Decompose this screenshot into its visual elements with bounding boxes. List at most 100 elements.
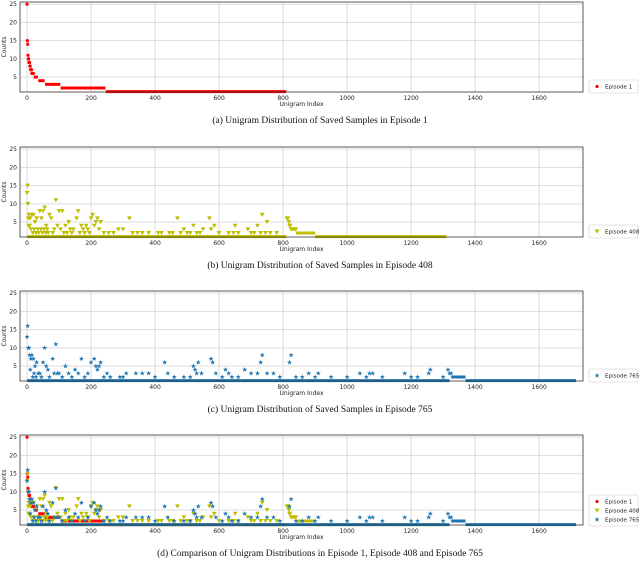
x-tick-label: 1000 xyxy=(339,240,354,247)
data-point xyxy=(95,504,100,509)
data-point xyxy=(29,352,35,358)
data-point xyxy=(42,205,48,210)
data-point xyxy=(231,230,236,236)
data-point xyxy=(27,504,33,509)
data-point xyxy=(117,374,123,380)
data-point xyxy=(367,514,372,520)
data-point xyxy=(63,507,68,513)
x-tick-label: 200 xyxy=(85,384,97,391)
data-point xyxy=(32,220,38,225)
data-point xyxy=(165,370,171,376)
data-point xyxy=(226,370,232,376)
y-axis-label: Counts xyxy=(1,37,8,58)
data-point xyxy=(56,209,62,214)
data-point xyxy=(208,227,214,232)
legend-box xyxy=(588,494,639,527)
data-point xyxy=(363,374,369,380)
data-point xyxy=(95,367,100,372)
x-tick-label: 1600 xyxy=(532,528,547,535)
x-tick-label: 400 xyxy=(149,240,161,247)
data-point xyxy=(208,356,214,361)
data-point xyxy=(31,514,37,520)
x-tick-label: 400 xyxy=(149,95,161,102)
data-point xyxy=(264,370,270,376)
data-point xyxy=(24,190,30,196)
data-point xyxy=(41,227,47,232)
legend-marker-episode-765 xyxy=(594,372,600,378)
data-point xyxy=(178,230,184,236)
data-point xyxy=(120,518,126,524)
plot-area xyxy=(20,147,583,237)
x-tick-label: 1400 xyxy=(467,528,482,535)
data-point xyxy=(402,370,408,376)
data-point xyxy=(363,518,369,524)
data-point xyxy=(219,374,225,380)
data-point xyxy=(245,515,251,520)
data-point xyxy=(235,230,241,236)
legend-box xyxy=(588,79,639,94)
data-point xyxy=(155,230,161,236)
legend-label: Episode 765 xyxy=(605,518,640,524)
data-point xyxy=(448,370,454,376)
data-point xyxy=(31,71,36,76)
data-point xyxy=(306,514,312,520)
data-point xyxy=(50,230,56,236)
y-tick-label: 15 xyxy=(9,327,17,334)
data-point xyxy=(232,223,238,228)
data-point xyxy=(133,370,139,376)
y-tick-label: 25 xyxy=(9,146,17,153)
data-point xyxy=(135,230,140,236)
data-point xyxy=(93,507,99,513)
data-point xyxy=(24,334,30,339)
data-point xyxy=(259,496,265,502)
data-point xyxy=(39,518,44,524)
data-point xyxy=(344,518,350,524)
data-point xyxy=(170,230,176,236)
data-point xyxy=(69,374,75,380)
x-axis-label: Unigram Index xyxy=(279,390,324,397)
data-point xyxy=(79,356,84,361)
data-point xyxy=(187,518,193,524)
x-axis-label: Unigram Index xyxy=(279,534,324,541)
data-point xyxy=(263,518,268,524)
data-point xyxy=(42,345,48,350)
y-tick-label: 5 xyxy=(13,363,17,370)
data-point xyxy=(357,370,363,376)
data-point xyxy=(47,518,52,524)
data-point xyxy=(33,374,39,380)
data-point xyxy=(96,227,102,232)
data-point xyxy=(104,514,110,520)
data-point xyxy=(66,220,72,225)
data-point xyxy=(47,212,52,217)
data-point xyxy=(28,500,34,505)
data-point xyxy=(88,359,94,365)
data-point xyxy=(117,518,123,524)
data-point xyxy=(139,514,145,520)
data-point xyxy=(197,230,203,236)
data-point xyxy=(37,209,43,214)
y-tick-label: 15 xyxy=(9,38,17,45)
data-point xyxy=(184,230,190,236)
data-point xyxy=(59,374,65,380)
data-point xyxy=(40,230,45,236)
data-point xyxy=(77,230,83,236)
panel-1: 0 200 400 600 800 1000 1200 1400 1600 5 10 15 20 25 Un… xyxy=(1,1,639,126)
data-point xyxy=(53,341,59,347)
y-tick-label: 15 xyxy=(9,183,17,190)
data-point xyxy=(37,370,43,376)
data-point xyxy=(40,497,46,502)
data-point xyxy=(33,518,39,524)
data-point xyxy=(197,518,203,524)
data-point xyxy=(232,511,238,516)
data-point xyxy=(66,370,72,376)
legend-label: Episode 1 xyxy=(605,85,633,91)
data-point xyxy=(26,486,30,490)
data-point xyxy=(27,57,31,61)
data-point xyxy=(200,227,206,232)
data-point xyxy=(51,514,57,520)
legend-box xyxy=(588,368,639,383)
data-point xyxy=(34,503,40,509)
data-point xyxy=(146,230,152,236)
data-point xyxy=(258,230,264,236)
data-point xyxy=(213,514,219,520)
